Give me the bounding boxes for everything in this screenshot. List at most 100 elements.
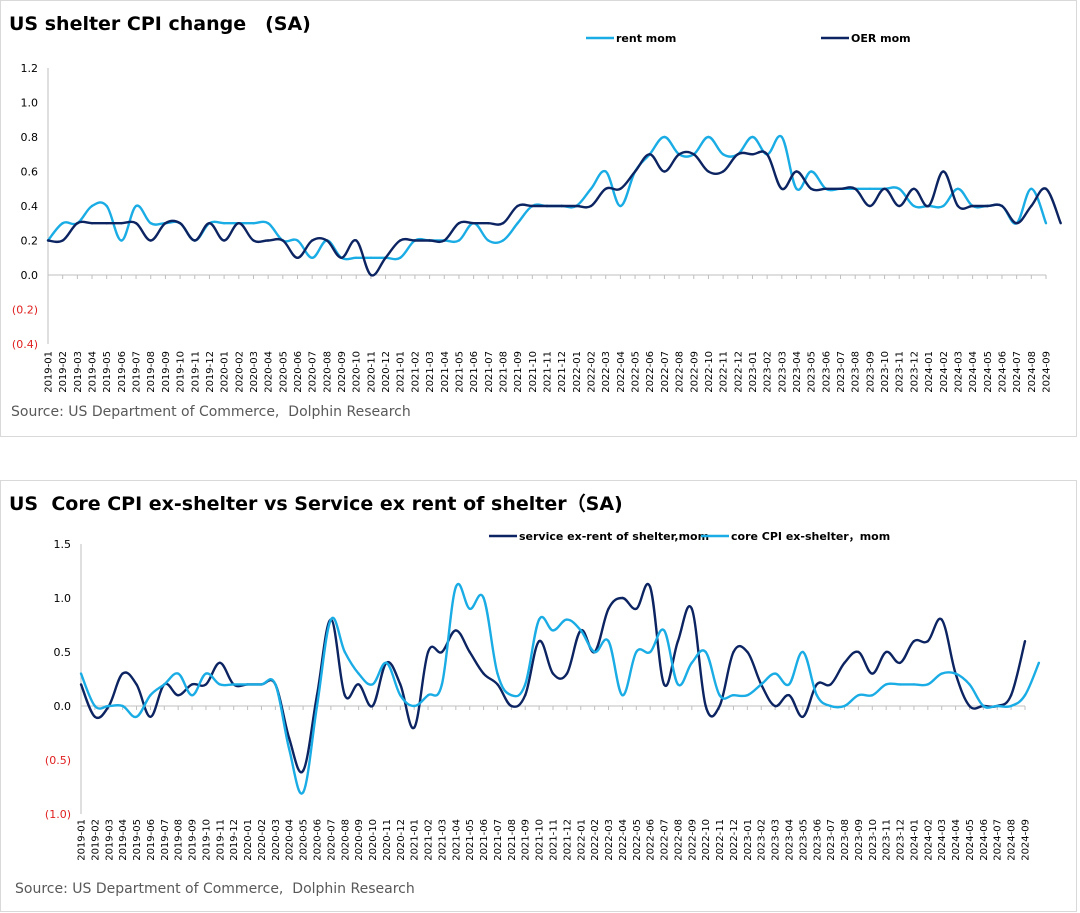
x-tick-label: 2020-06 [293, 351, 304, 393]
data-point [912, 204, 916, 208]
data-point [288, 748, 291, 751]
x-tick-label: 2019-10 [176, 351, 187, 393]
data-point [537, 640, 541, 643]
data-point [496, 683, 499, 686]
data-point [531, 204, 534, 208]
x-tick-label: 2022-09 [689, 351, 700, 393]
x-tick-label: 2020-12 [381, 351, 392, 393]
data-point [281, 239, 284, 242]
x-tick-label: 2020-10 [368, 819, 379, 861]
y-tick-label: 0.8 [21, 131, 39, 144]
data-point [1009, 694, 1013, 697]
data-point [325, 239, 329, 242]
data-point [773, 672, 777, 675]
x-tick-label: 2022-05 [631, 351, 642, 393]
data-point [927, 204, 930, 208]
x-tick-label: 2022-02 [587, 351, 598, 393]
data-point [704, 704, 707, 708]
x-tick-label: 2023-04 [785, 819, 796, 861]
data-point [93, 715, 97, 718]
x-tick-label: 2023-10 [868, 819, 879, 861]
data-point [311, 256, 314, 259]
data-point [565, 618, 569, 621]
data-point [954, 672, 957, 675]
chart-panel-shelter-cpi: US shelter CPI change (SA) 1.2 1.0 0.8 0.6 0… [0, 0, 1077, 437]
data-point [912, 187, 916, 190]
x-tick-label: 2020-06 [313, 819, 324, 861]
data-point [780, 187, 783, 190]
data-point [1009, 704, 1013, 708]
data-point [736, 153, 739, 156]
data-point [496, 672, 499, 675]
data-point [266, 222, 270, 225]
x-tick-label: 2021-05 [454, 351, 465, 393]
x-tick-label: 2019-06 [146, 819, 157, 861]
data-point [746, 694, 749, 697]
x-tick-label: 2022-06 [645, 351, 656, 393]
x-tick-label: 2020-11 [382, 819, 393, 861]
x-tick-label: 2021-03 [425, 351, 436, 393]
data-point [135, 683, 138, 686]
data-point [912, 640, 916, 643]
x-tick-label: 2019-11 [190, 351, 201, 393]
x-tick-label: 2022-07 [660, 351, 671, 393]
x-tick-label: 2023-10 [880, 351, 891, 393]
x-tick-label: 2022-03 [604, 819, 615, 861]
data-point [843, 704, 846, 708]
x-tick-label: 2023-11 [895, 351, 906, 393]
data-point [329, 618, 333, 621]
x-tick-label: 2024-02 [923, 819, 934, 861]
chart-panel-core-cpi: US Core CPI ex-shelter vs Service ex ren… [0, 480, 1077, 912]
y-tick-label: 0.2 [21, 235, 39, 248]
data-point [982, 704, 985, 708]
data-point [369, 256, 373, 259]
data-point [857, 650, 860, 654]
data-point [787, 694, 791, 697]
data-point [413, 239, 417, 242]
x-tick-label: 2023-06 [812, 819, 823, 861]
data-point [942, 204, 945, 208]
data-point [355, 239, 358, 242]
x-tick-label: 2020-08 [322, 351, 333, 393]
x-tick-label: 2023-05 [798, 819, 809, 861]
data-point [662, 629, 666, 632]
y-tick-label: 0.0 [54, 700, 72, 713]
data-point [780, 135, 783, 139]
data-point [301, 791, 305, 794]
data-point [707, 135, 710, 139]
data-point [926, 640, 929, 643]
data-point [457, 222, 461, 225]
data-point [537, 618, 541, 621]
data-point [164, 222, 167, 225]
x-tick-label: 2021-07 [484, 351, 495, 393]
data-point [1037, 661, 1041, 664]
data-point [61, 239, 64, 242]
x-tick-label: 2021-06 [479, 819, 490, 861]
x-tick-label: 2022-11 [719, 351, 730, 393]
x-tick-label: 2023-01 [748, 351, 759, 393]
data-point [208, 222, 211, 225]
x-tick-label: 2021-02 [424, 819, 435, 861]
y-tick-label: 0.0 [21, 269, 39, 282]
x-tick-label: 2019-12 [229, 819, 240, 861]
y-tick-label: 1.0 [54, 592, 72, 605]
x-tick-label: 2020-09 [354, 819, 365, 861]
legend-label: core CPI ex-shelter，mom [731, 530, 890, 543]
data-point [940, 618, 943, 621]
data-point [149, 694, 152, 697]
data-point [357, 683, 360, 686]
data-point [399, 239, 402, 242]
data-point [107, 704, 111, 708]
data-point [663, 135, 666, 139]
data-point [760, 683, 763, 686]
x-tick-label: 2023-12 [896, 819, 907, 861]
x-tick-label: 2023-08 [851, 351, 862, 393]
data-point [440, 683, 444, 686]
series-line-2 [47, 150, 1062, 277]
data-point [551, 672, 555, 675]
legend-label: service ex-rent of shelter,mom [519, 530, 709, 543]
x-tick-label: 2021-09 [513, 351, 524, 393]
data-point [604, 187, 607, 190]
x-tick-label: 2022-07 [660, 819, 671, 861]
data-point [824, 187, 828, 190]
